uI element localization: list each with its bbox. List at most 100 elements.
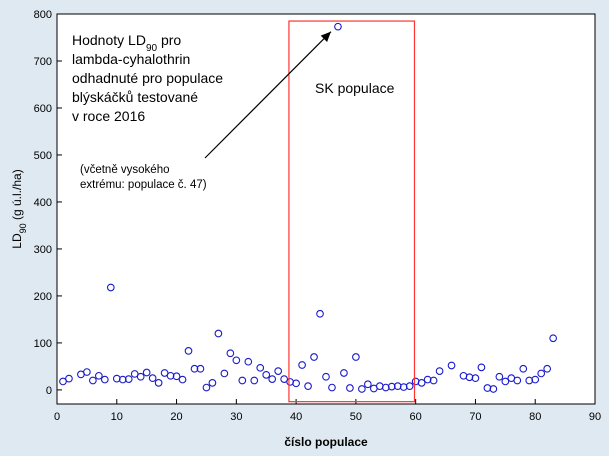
data-point bbox=[142, 368, 151, 377]
x-tick-label: 10 bbox=[111, 411, 123, 423]
data-point bbox=[417, 379, 426, 387]
data-point bbox=[531, 375, 540, 384]
x-tick-label: 20 bbox=[170, 411, 182, 423]
y-tick-label: 800 bbox=[34, 9, 52, 21]
y-tick-label: 700 bbox=[34, 56, 52, 68]
data-point bbox=[202, 383, 211, 392]
sk-population-label: SK populace bbox=[315, 80, 395, 96]
data-point bbox=[100, 375, 109, 384]
data-point bbox=[166, 371, 175, 380]
data-point bbox=[274, 367, 283, 375]
data-point bbox=[363, 380, 372, 389]
data-point bbox=[226, 349, 235, 358]
annotation-line: Hodnoty LD90 pro bbox=[72, 32, 181, 54]
data-point bbox=[65, 374, 73, 383]
data-point bbox=[59, 377, 67, 386]
annotation-arrow-head bbox=[320, 31, 331, 42]
data-point bbox=[124, 375, 133, 383]
data-point bbox=[154, 379, 163, 387]
annotation-line: lambda-cyhalothrin bbox=[72, 51, 190, 67]
data-point bbox=[196, 364, 205, 373]
data-point bbox=[537, 369, 546, 378]
data-point bbox=[387, 382, 396, 391]
data-point bbox=[190, 364, 199, 373]
data-point bbox=[89, 376, 97, 385]
data-point bbox=[106, 283, 115, 292]
y-tick-label: 300 bbox=[34, 244, 52, 256]
data-point bbox=[477, 363, 486, 372]
data-point bbox=[220, 369, 229, 378]
y-tick-label: 400 bbox=[34, 197, 52, 209]
y-tick-label: 0 bbox=[46, 385, 52, 397]
data-point bbox=[208, 379, 217, 387]
data-point bbox=[280, 375, 289, 383]
annotation-line: odhadnuté pro populace bbox=[72, 70, 223, 86]
data-point bbox=[160, 369, 169, 377]
x-tick-label: 60 bbox=[410, 411, 422, 423]
data-point bbox=[214, 329, 223, 338]
data-point bbox=[94, 371, 103, 380]
data-point bbox=[346, 384, 354, 392]
axis-ticks: 0 10 20 30 40 50 60 70 80 90 0 100 200 300 400 500 600 70… bbox=[34, 9, 601, 423]
data-point bbox=[184, 347, 193, 355]
data-point bbox=[178, 375, 187, 384]
data-point bbox=[148, 374, 157, 383]
y-tick-label: 200 bbox=[34, 291, 52, 303]
data-point bbox=[543, 364, 552, 373]
y-tick-label: 500 bbox=[34, 150, 52, 162]
data-point bbox=[316, 309, 324, 318]
data-point bbox=[298, 361, 306, 369]
data-point bbox=[340, 369, 348, 377]
data-point bbox=[334, 22, 342, 31]
x-tick-label: 90 bbox=[589, 411, 601, 423]
data-point bbox=[352, 353, 360, 361]
data-point bbox=[172, 372, 181, 381]
x-tick-label: 80 bbox=[529, 411, 541, 423]
annotation-block: Hodnoty LD90 pro lambda-cyhalothrin odhad… bbox=[72, 32, 223, 191]
data-point bbox=[495, 372, 504, 381]
data-point bbox=[244, 357, 253, 366]
annotation-line: blýskáčků testované bbox=[72, 89, 198, 105]
data-point bbox=[304, 382, 312, 390]
data-point bbox=[83, 368, 91, 376]
data-point bbox=[130, 370, 139, 378]
data-points bbox=[59, 22, 558, 393]
data-point bbox=[501, 377, 510, 386]
y-tick-label: 600 bbox=[34, 103, 52, 115]
data-point bbox=[447, 361, 456, 370]
x-tick-label: 0 bbox=[54, 411, 60, 423]
data-point bbox=[489, 385, 498, 393]
x-tick-label: 70 bbox=[469, 411, 481, 423]
data-point bbox=[519, 364, 528, 373]
data-point bbox=[322, 372, 330, 381]
data-point bbox=[513, 376, 522, 385]
x-tick-label: 30 bbox=[230, 411, 242, 423]
data-point bbox=[256, 363, 265, 372]
data-point bbox=[118, 375, 127, 384]
y-axis-title: LD90 (g ú.l./ha) bbox=[10, 169, 28, 248]
data-point bbox=[549, 334, 558, 343]
data-point bbox=[435, 367, 444, 375]
data-point bbox=[471, 374, 480, 383]
data-point bbox=[232, 356, 241, 365]
plot-area bbox=[56, 13, 596, 405]
annotation-note-line: (včetně vysokého bbox=[80, 164, 170, 176]
data-point bbox=[292, 379, 300, 388]
data-point bbox=[328, 383, 336, 392]
data-point bbox=[429, 376, 438, 385]
data-point bbox=[136, 372, 145, 381]
data-point bbox=[310, 353, 318, 361]
data-point bbox=[405, 382, 414, 390]
data-point bbox=[262, 371, 271, 379]
data-point bbox=[268, 375, 277, 383]
x-tick-label: 40 bbox=[290, 411, 302, 423]
x-axis-title: číslo populace bbox=[284, 435, 368, 449]
annotation-arrow bbox=[204, 31, 332, 159]
annotation-note-line: extrému: populace č. 47) bbox=[80, 179, 207, 191]
sk-population-box bbox=[288, 20, 416, 403]
data-point bbox=[238, 376, 247, 385]
data-point bbox=[358, 385, 366, 393]
y-tick-label: 100 bbox=[34, 338, 52, 350]
